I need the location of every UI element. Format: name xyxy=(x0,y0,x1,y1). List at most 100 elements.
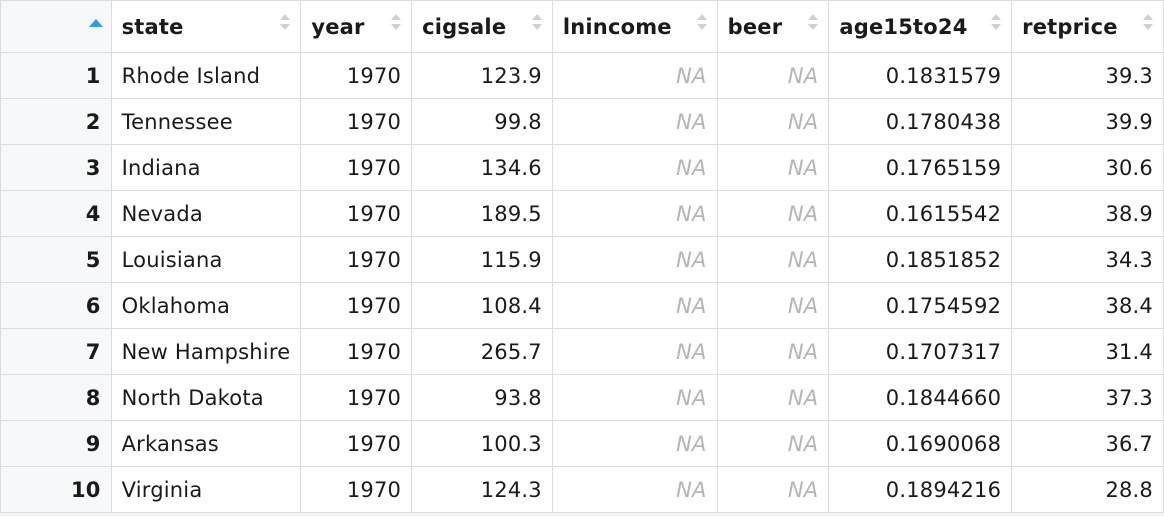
column-header-lnincome[interactable]: lnincome xyxy=(551,0,718,53)
sort-toggle-icon[interactable] xyxy=(280,14,291,32)
cell-year[interactable]: 1970 xyxy=(300,98,413,145)
cell-retprice[interactable]: 38.4 xyxy=(1011,282,1164,329)
cell-cigsale[interactable]: 265.7 xyxy=(411,328,553,375)
cell-state[interactable]: Tennessee xyxy=(110,98,302,145)
cell-state[interactable]: Oklahoma xyxy=(110,282,302,329)
cell-age15to24[interactable]: 0.1765159 xyxy=(828,144,1013,191)
cell-retprice[interactable]: 34.3 xyxy=(1011,236,1164,283)
cell-beer[interactable]: NA xyxy=(716,374,830,421)
cell-cigsale[interactable]: 189.5 xyxy=(411,190,553,237)
sort-toggle-icon[interactable] xyxy=(531,14,542,32)
cell-retprice[interactable]: 36.7 xyxy=(1011,420,1164,467)
sort-toggle-icon[interactable] xyxy=(391,14,402,32)
cell-lnincome[interactable]: NA xyxy=(551,328,718,375)
cell-year[interactable]: 1970 xyxy=(300,236,413,283)
column-header-rownum[interactable] xyxy=(0,0,112,53)
cell-cigsale[interactable]: 134.6 xyxy=(411,144,553,191)
table-row: 4 Nevada 1970 189.5 NA NA 0.1615542 38.9 xyxy=(0,190,1164,237)
cell-cigsale[interactable]: 93.8 xyxy=(411,374,553,421)
cell-lnincome[interactable]: NA xyxy=(551,190,718,237)
cell-year[interactable]: 1970 xyxy=(300,190,413,237)
row-number-cell[interactable]: 4 xyxy=(0,190,112,237)
cell-retprice[interactable]: 28.8 xyxy=(1011,466,1164,513)
cell-age15to24[interactable]: 0.1780438 xyxy=(828,98,1013,145)
cell-age15to24[interactable]: 0.1690068 xyxy=(828,420,1013,467)
cell-year[interactable]: 1970 xyxy=(300,374,413,421)
cell-cigsale[interactable]: 123.9 xyxy=(411,52,553,99)
cell-age15to24[interactable]: 0.1851852 xyxy=(828,236,1013,283)
column-header-year[interactable]: year xyxy=(300,0,413,53)
row-number-cell[interactable]: 2 xyxy=(0,98,112,145)
row-number-cell[interactable]: 1 xyxy=(0,52,112,99)
cell-retprice[interactable]: 39.3 xyxy=(1011,52,1164,99)
cell-lnincome[interactable]: NA xyxy=(551,144,718,191)
cell-age15to24[interactable]: 0.1831579 xyxy=(828,52,1013,99)
cell-year[interactable]: 1970 xyxy=(300,328,413,375)
cell-lnincome[interactable]: NA xyxy=(551,282,718,329)
cell-lnincome[interactable]: NA xyxy=(551,236,718,283)
cell-age15to24[interactable]: 0.1754592 xyxy=(828,282,1013,329)
cell-year[interactable]: 1970 xyxy=(300,466,413,513)
column-header-age15to24[interactable]: age15to24 xyxy=(828,0,1013,53)
sort-toggle-icon[interactable] xyxy=(808,14,819,32)
cell-beer[interactable]: NA xyxy=(716,282,830,329)
cell-beer[interactable]: NA xyxy=(716,52,830,99)
cell-age15to24[interactable]: 0.1615542 xyxy=(828,190,1013,237)
sort-toggle-icon[interactable] xyxy=(696,14,707,32)
cell-cigsale[interactable]: 115.9 xyxy=(411,236,553,283)
row-number-cell[interactable]: 8 xyxy=(0,374,112,421)
cell-state[interactable]: Louisiana xyxy=(110,236,302,283)
cell-lnincome[interactable]: NA xyxy=(551,466,718,513)
cell-age15to24[interactable]: 0.1844660 xyxy=(828,374,1013,421)
cell-beer[interactable]: NA xyxy=(716,144,830,191)
row-number-cell[interactable]: 10 xyxy=(0,466,112,513)
cell-state[interactable]: Nevada xyxy=(110,190,302,237)
cell-lnincome[interactable]: NA xyxy=(551,420,718,467)
row-number-cell[interactable]: 5 xyxy=(0,236,112,283)
table-row: 3 Indiana 1970 134.6 NA NA 0.1765159 30.6 xyxy=(0,144,1164,191)
cell-state[interactable]: Virginia xyxy=(110,466,302,513)
cell-retprice[interactable]: 31.4 xyxy=(1011,328,1164,375)
row-number-cell[interactable]: 7 xyxy=(0,328,112,375)
row-number-cell[interactable]: 6 xyxy=(0,282,112,329)
sort-toggle-icon[interactable] xyxy=(1143,14,1153,32)
cell-retprice[interactable]: 37.3 xyxy=(1011,374,1164,421)
cell-cigsale[interactable]: 100.3 xyxy=(411,420,553,467)
cell-beer[interactable]: NA xyxy=(716,236,830,283)
cell-state[interactable]: Rhode Island xyxy=(110,52,302,99)
cell-state[interactable]: North Dakota xyxy=(110,374,302,421)
cell-lnincome[interactable]: NA xyxy=(551,52,718,99)
cell-beer[interactable]: NA xyxy=(716,328,830,375)
cell-beer[interactable]: NA xyxy=(716,420,830,467)
cell-retprice[interactable]: 39.9 xyxy=(1011,98,1164,145)
cell-state[interactable]: New Hampshire xyxy=(110,328,302,375)
column-header-cigsale[interactable]: cigsale xyxy=(411,0,553,53)
cell-age15to24[interactable]: 0.1894216 xyxy=(828,466,1013,513)
cell-year[interactable]: 1970 xyxy=(300,144,413,191)
cell-cigsale[interactable]: 108.4 xyxy=(411,282,553,329)
cell-lnincome[interactable]: NA xyxy=(551,374,718,421)
cell-lnincome[interactable]: NA xyxy=(551,98,718,145)
table-row: 6 Oklahoma 1970 108.4 NA NA 0.1754592 38.4 xyxy=(0,282,1164,329)
cell-state[interactable]: Arkansas xyxy=(110,420,302,467)
cell-state[interactable]: Indiana xyxy=(110,144,302,191)
cell-beer[interactable]: NA xyxy=(716,466,830,513)
sort-toggle-icon[interactable] xyxy=(991,14,1002,32)
cell-year[interactable]: 1970 xyxy=(300,52,413,99)
column-header-beer[interactable]: beer xyxy=(716,0,830,53)
cell-retprice[interactable]: 38.9 xyxy=(1011,190,1164,237)
cell-cigsale[interactable]: 124.3 xyxy=(411,466,553,513)
cell-cigsale[interactable]: 99.8 xyxy=(411,98,553,145)
row-number-cell[interactable]: 3 xyxy=(0,144,112,191)
cell-year[interactable]: 1970 xyxy=(300,420,413,467)
column-header-state[interactable]: state xyxy=(110,0,302,53)
cell-year[interactable]: 1970 xyxy=(300,282,413,329)
row-number-cell[interactable]: 9 xyxy=(0,420,112,467)
cell-beer[interactable]: NA xyxy=(716,98,830,145)
cell-retprice[interactable]: 30.6 xyxy=(1011,144,1164,191)
cell-beer[interactable]: NA xyxy=(716,190,830,237)
cell-age15to24[interactable]: 0.1707317 xyxy=(828,328,1013,375)
table-row: 8 North Dakota 1970 93.8 NA NA 0.1844660 37.3 xyxy=(0,374,1164,421)
column-header-retprice[interactable]: retprice xyxy=(1011,0,1164,53)
